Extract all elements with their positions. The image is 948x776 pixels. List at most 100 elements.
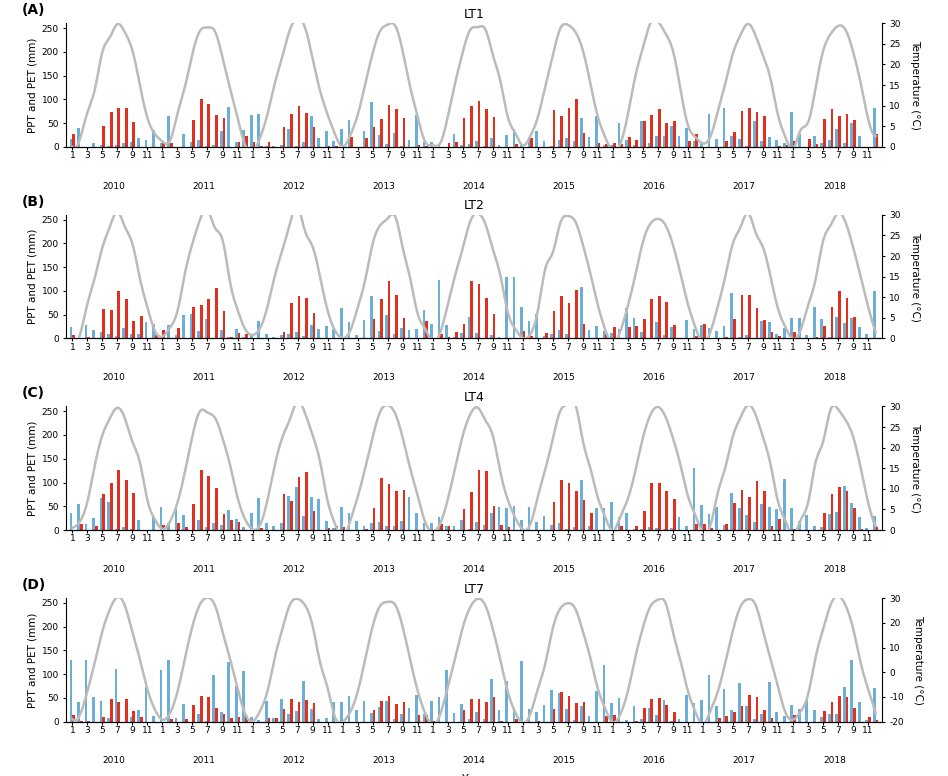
Bar xyxy=(815,337,818,338)
Bar xyxy=(267,718,270,722)
Bar xyxy=(793,715,795,722)
Bar xyxy=(820,320,823,338)
Bar xyxy=(635,721,638,722)
Bar xyxy=(160,670,162,722)
Bar xyxy=(716,706,718,722)
Bar xyxy=(130,142,133,147)
Bar xyxy=(245,716,247,722)
Bar xyxy=(665,123,668,147)
Bar xyxy=(866,719,868,722)
Bar xyxy=(107,146,110,147)
Bar xyxy=(853,508,856,530)
Bar xyxy=(588,330,591,338)
Text: 2014: 2014 xyxy=(463,757,485,765)
Text: 2012: 2012 xyxy=(283,373,305,382)
Bar xyxy=(392,526,395,530)
Bar xyxy=(568,108,571,147)
Bar xyxy=(350,137,353,147)
Bar xyxy=(733,712,736,722)
Bar xyxy=(318,499,320,530)
Bar xyxy=(756,480,758,530)
Text: 2013: 2013 xyxy=(373,757,395,765)
Bar xyxy=(768,323,771,338)
Bar xyxy=(355,335,357,338)
Bar xyxy=(730,136,733,147)
Bar xyxy=(133,123,135,147)
Bar xyxy=(340,130,342,147)
Text: 2014: 2014 xyxy=(463,373,485,382)
Bar xyxy=(753,121,756,147)
Bar xyxy=(250,717,252,722)
Bar xyxy=(620,525,623,530)
Bar xyxy=(153,716,155,722)
Text: 2015: 2015 xyxy=(553,182,575,190)
Text: 2013: 2013 xyxy=(373,565,395,573)
Bar xyxy=(348,696,350,722)
Text: (D): (D) xyxy=(22,578,46,592)
Bar xyxy=(290,114,293,147)
Bar xyxy=(84,324,87,338)
Text: 2013: 2013 xyxy=(373,373,395,382)
Bar xyxy=(632,318,635,338)
Bar xyxy=(373,127,375,147)
Bar xyxy=(348,120,350,147)
Bar xyxy=(685,320,688,338)
Bar xyxy=(813,526,815,530)
Bar xyxy=(438,697,440,722)
Bar xyxy=(348,322,350,338)
Bar xyxy=(400,714,403,722)
Bar xyxy=(830,109,833,147)
Bar xyxy=(701,505,703,530)
Bar xyxy=(493,314,496,338)
Bar xyxy=(853,708,856,722)
Bar xyxy=(733,132,736,147)
Bar xyxy=(403,118,406,147)
Text: 2015: 2015 xyxy=(553,757,575,765)
Bar xyxy=(400,521,403,530)
Bar xyxy=(673,499,676,530)
Bar xyxy=(220,131,223,147)
Bar xyxy=(490,679,493,722)
Bar xyxy=(107,334,110,338)
Bar xyxy=(628,327,630,338)
Bar xyxy=(415,328,418,338)
Bar xyxy=(843,486,846,530)
Bar xyxy=(553,310,556,338)
Bar xyxy=(738,508,740,530)
Bar xyxy=(550,690,553,722)
Bar xyxy=(670,126,673,147)
Bar xyxy=(505,277,508,338)
Bar xyxy=(501,525,502,530)
Bar xyxy=(718,719,720,722)
Bar xyxy=(808,139,811,147)
Text: 2012: 2012 xyxy=(283,565,305,573)
Bar xyxy=(133,494,135,530)
Bar xyxy=(452,712,455,722)
Bar xyxy=(688,140,690,147)
Bar xyxy=(115,670,118,722)
Bar xyxy=(665,491,668,530)
Bar xyxy=(205,146,208,147)
Bar xyxy=(635,326,638,338)
Bar xyxy=(455,142,458,147)
Bar xyxy=(716,507,718,530)
Bar xyxy=(580,706,583,722)
Bar xyxy=(760,714,763,722)
Bar xyxy=(426,715,428,722)
Bar xyxy=(536,314,538,338)
Bar xyxy=(588,525,591,530)
Bar xyxy=(701,325,703,338)
Bar xyxy=(626,140,628,147)
Bar xyxy=(298,702,301,722)
Bar xyxy=(118,702,120,722)
Bar xyxy=(708,514,710,530)
Text: 2017: 2017 xyxy=(733,373,756,382)
Bar xyxy=(658,698,661,722)
Bar xyxy=(560,116,563,147)
Bar xyxy=(658,296,661,338)
Bar xyxy=(228,107,230,147)
Bar xyxy=(573,140,575,147)
Y-axis label: PPT and PET (mm): PPT and PET (mm) xyxy=(27,612,37,708)
Bar xyxy=(603,665,606,722)
Bar xyxy=(876,134,878,147)
